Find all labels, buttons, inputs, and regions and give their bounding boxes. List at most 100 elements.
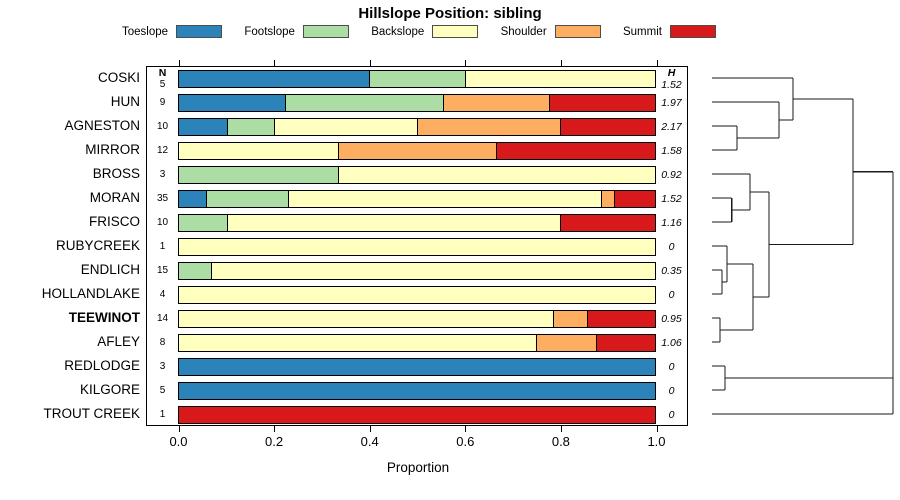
legend-label: Footslope xyxy=(244,25,295,38)
site-row: 12 1.58 xyxy=(147,139,687,163)
axis-tick xyxy=(369,60,371,66)
h-value: 1.52 xyxy=(661,78,682,91)
site-label: AGNESTON xyxy=(64,118,140,133)
n-value: 8 xyxy=(159,337,166,348)
h-value: 1.16 xyxy=(661,217,682,229)
bar-segment-footslope xyxy=(284,95,444,111)
h-value: 0.95 xyxy=(661,313,682,325)
stacked-bar xyxy=(178,67,656,91)
bar-segment-footslope xyxy=(179,215,227,231)
bar-segment-backslope xyxy=(337,167,655,183)
n-value: 12 xyxy=(156,145,169,156)
legend-label: Summit xyxy=(622,25,662,38)
x-tick-label: 0.4 xyxy=(360,434,379,449)
n-value: 9 xyxy=(159,97,166,108)
bar-segment-summit xyxy=(496,143,655,159)
site-label: HOLLANDLAKE xyxy=(41,286,140,301)
site-row: 3 0.92 xyxy=(147,163,687,187)
bar-segment-footslope xyxy=(206,191,288,207)
stacked-bar-track xyxy=(178,118,656,136)
bar-segment-footslope xyxy=(179,263,211,279)
bar-segment-backslope xyxy=(179,311,553,327)
legend: Toeslope Footslope Backslope Shoulder Su… xyxy=(122,25,716,38)
bar-segment-shoulder xyxy=(337,143,497,159)
chart-title: Hillslope Position: sibling xyxy=(358,5,542,22)
n-value: 14 xyxy=(156,313,169,324)
site-label: TROUT CREEK xyxy=(43,406,140,421)
site-labels-column: COSKI HUN AGNESTON MIRROR BROSS MORAN FRISCO RU… xyxy=(0,66,140,426)
n-value: 3 xyxy=(159,361,166,372)
bar-segment-summit xyxy=(595,335,655,351)
n-value: 10 xyxy=(156,217,169,228)
bar-segment-toeslope xyxy=(179,119,227,135)
axis-tick xyxy=(465,426,467,432)
site-row: 8 1.06 xyxy=(147,331,687,355)
h-value: 1.06 xyxy=(661,337,682,349)
stacked-bar-track xyxy=(178,334,656,352)
bar-segment-backslope xyxy=(464,71,655,87)
legend-swatch xyxy=(554,25,601,38)
site-label: ENDLICH xyxy=(80,262,140,277)
h-value: 0 xyxy=(668,289,675,301)
h-value: 0 xyxy=(668,385,675,397)
bar-segment-backslope xyxy=(179,287,655,303)
stacked-bar-track xyxy=(178,70,656,88)
x-tick-label: 0.2 xyxy=(265,434,284,449)
axis-tick xyxy=(369,426,371,432)
legend-swatch xyxy=(176,25,223,38)
axis-tick xyxy=(274,426,276,432)
stacked-bar-track xyxy=(178,382,656,400)
n-value: 5 xyxy=(159,385,166,396)
bar-segment-shoulder xyxy=(416,119,560,135)
h-value: 0 xyxy=(668,409,675,421)
stacked-bar-track xyxy=(178,262,656,280)
axis-tick xyxy=(560,426,562,432)
stacked-bar xyxy=(178,187,656,211)
legend-item-footslope: Footslope xyxy=(244,25,349,38)
h-value: 2.17 xyxy=(661,121,682,133)
x-axis-title: Proportion xyxy=(386,460,450,475)
legend-swatch xyxy=(432,25,479,38)
plot-area: 5 1.52 9 1.97 10 2.17 12 1.58 3 0.92 35 1.52 10 1.16 1… xyxy=(146,66,688,426)
site-row: 10 1.16 xyxy=(147,211,687,235)
bar-segment-backslope xyxy=(179,239,655,255)
n-column-header: N xyxy=(158,67,167,79)
bar-segment-backslope xyxy=(210,263,655,279)
stacked-bar-track xyxy=(178,190,656,208)
site-row: 10 2.17 xyxy=(147,115,687,139)
x-tick-label: 1.0 xyxy=(647,434,666,449)
bar-segment-toeslope xyxy=(179,71,370,87)
dendrogram xyxy=(712,77,894,415)
site-row: 35 1.52 xyxy=(147,187,687,211)
legend-swatch xyxy=(302,25,349,38)
legend-item-shoulder: Shoulder xyxy=(501,25,601,38)
stacked-bar-track xyxy=(178,214,656,232)
stacked-bar-track xyxy=(178,358,656,376)
bar-segment-toeslope xyxy=(179,383,655,399)
site-label: RUBYCREEK xyxy=(55,238,140,253)
h-value: 0 xyxy=(668,361,675,373)
n-value: 1 xyxy=(159,409,166,420)
stacked-bar-track xyxy=(178,406,656,424)
stacked-bar xyxy=(178,331,656,355)
h-value: 1.52 xyxy=(661,193,682,205)
bar-segment-summit xyxy=(549,95,655,111)
legend-swatch xyxy=(669,25,716,38)
stacked-bar-track xyxy=(178,286,656,304)
stacked-bar xyxy=(178,115,656,139)
bar-segment-toeslope xyxy=(179,191,207,207)
site-label: HUN xyxy=(110,94,140,109)
site-row: 9 1.97 xyxy=(147,91,687,115)
stacked-bar xyxy=(178,139,656,163)
legend-item-summit: Summit xyxy=(623,25,716,38)
bar-segment-shoulder xyxy=(536,335,596,351)
bar-segment-shoulder xyxy=(443,95,550,111)
site-label: KILGORE xyxy=(79,382,140,397)
n-value: 15 xyxy=(156,265,169,276)
bar-segment-shoulder xyxy=(552,311,587,327)
h-value: 0.35 xyxy=(661,265,682,277)
legend-item-backslope: Backslope xyxy=(371,25,479,38)
stacked-bar xyxy=(178,91,656,115)
stacked-bar xyxy=(178,163,656,187)
